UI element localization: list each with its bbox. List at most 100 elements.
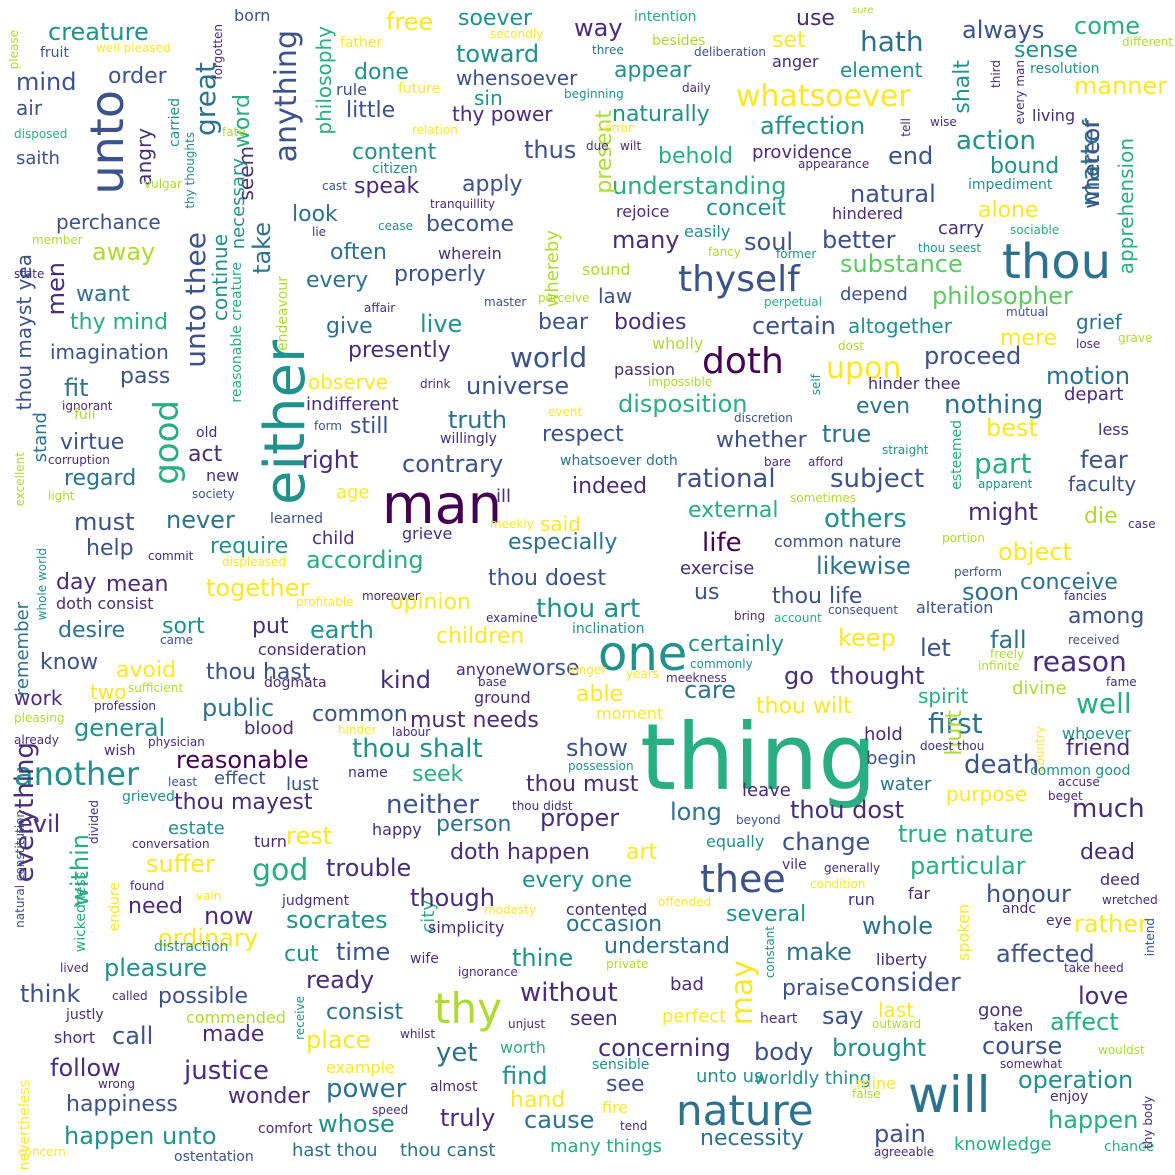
cloud-word: avoid (116, 658, 177, 683)
cloud-word: apprehension (1114, 138, 1138, 275)
cloud-word: whatsoever doth (560, 453, 678, 469)
cloud-word: seek (412, 762, 464, 787)
cloud-word: contrary (402, 450, 504, 478)
cloud-word: grieve (402, 524, 453, 543)
cloud-word: drink (420, 377, 451, 391)
cloud-word: event (548, 405, 583, 419)
cloud-word: either (253, 340, 318, 505)
cloud-word: become (426, 212, 515, 237)
cloud-word: natural constitution (13, 810, 27, 928)
cloud-word: action (956, 126, 1037, 156)
cloud-word: forgotten (211, 24, 225, 80)
cloud-word: wife (410, 951, 439, 967)
cloud-word: free (386, 8, 434, 36)
cloud-word: certainly (688, 632, 784, 657)
cloud-word: die (1084, 504, 1118, 529)
cloud-word: fall (990, 626, 1027, 654)
cloud-word: mine (856, 1074, 897, 1093)
cloud-word: blood (244, 718, 294, 739)
cloud-word: daily (682, 81, 711, 95)
cloud-word: make (786, 938, 852, 966)
cloud-word: hath (860, 25, 924, 58)
cloud-word: children (436, 624, 525, 649)
cloud-word: think (20, 980, 81, 1008)
cloud-word: common (312, 702, 408, 727)
cloud-word: bear (538, 310, 589, 335)
cloud-word: come (1074, 12, 1141, 40)
cloud-word: done (354, 60, 409, 85)
cloud-word: appear (614, 58, 692, 83)
cloud-word: seen (570, 1006, 618, 1030)
cloud-word: sound (582, 260, 631, 279)
cloud-word: end (888, 142, 934, 170)
cloud-word: profitable (296, 595, 354, 609)
cloud-word: person (436, 812, 512, 837)
cloud-word: indeed (572, 474, 648, 499)
cloud-word: condition (810, 877, 866, 891)
cloud-word: equally (706, 832, 765, 851)
cloud-word: apparent (978, 477, 1033, 491)
cloud-word: take (248, 222, 276, 274)
cloud-word: years (626, 667, 660, 681)
cloud-word: well pleased (96, 41, 171, 55)
cloud-word: somewhat (1000, 1057, 1063, 1071)
cloud-word: born (234, 6, 271, 25)
cloud-word: world (510, 341, 588, 374)
cloud-word: whole world (35, 548, 49, 621)
cloud-word: never (166, 506, 235, 534)
cloud-word: part (974, 447, 1032, 480)
cloud-word: will (908, 1066, 991, 1124)
cloud-word: state (14, 267, 45, 281)
cloud-word: carry (938, 218, 985, 239)
cloud-word: care (684, 676, 737, 704)
cloud-word: perform (954, 565, 1002, 579)
cloud-word: go (784, 662, 814, 690)
cloud-word: much (1072, 794, 1145, 824)
cloud-word: understand (604, 934, 730, 959)
cloud-word: presently (348, 338, 451, 363)
cloud-word: meekly (490, 517, 534, 531)
cloud-word: reasonable creature (229, 262, 245, 403)
cloud-word: behold (658, 144, 733, 169)
cloud-word: contented (566, 900, 648, 919)
cloud-word: far (908, 884, 931, 903)
cloud-word: life (702, 528, 742, 558)
cloud-word: easily (684, 222, 731, 241)
cloud-word: opinion (390, 590, 471, 615)
cloud-word: upon (826, 351, 902, 386)
cloud-word: receive (293, 996, 307, 1040)
cloud-word: thou dost (790, 796, 904, 824)
cloud-word: account (774, 611, 822, 625)
cloud-word: appearance (798, 157, 870, 171)
cloud-word: disposition (618, 390, 748, 418)
cloud-word: impediment (968, 177, 1053, 193)
cloud-word: commonly (690, 657, 753, 671)
cloud-word: father (340, 35, 383, 51)
cloud-word: happy (372, 820, 422, 839)
cloud-word: affair (364, 301, 396, 315)
cloud-word: ready (306, 966, 375, 994)
cloud-word: examine (486, 611, 538, 625)
cloud-word: public (202, 694, 275, 722)
cloud-word: three (592, 43, 624, 57)
cloud-word: received (1068, 633, 1120, 647)
cloud-word: show (566, 734, 629, 762)
cloud-word: turn (254, 832, 287, 851)
cloud-word: honour (986, 880, 1071, 908)
cloud-word: regard (64, 466, 137, 491)
cloud-word: toward (456, 40, 540, 68)
cloud-word: thought (830, 662, 925, 690)
cloud-word: many things (550, 1136, 663, 1157)
cloud-word: hast thou (292, 1140, 378, 1161)
cloud-word: comfort (258, 1121, 313, 1137)
cloud-word: possible (158, 984, 249, 1009)
cloud-word: thou art (536, 594, 641, 624)
cloud-word: every man (1013, 60, 1027, 125)
cloud-word: sometimes (790, 491, 857, 505)
cloud-word: proper (540, 804, 620, 832)
cloud-word: mean (106, 572, 169, 597)
cloud-word: apply (462, 172, 523, 197)
cloud-word: mere (1000, 326, 1058, 351)
cloud-word: understanding (612, 172, 787, 200)
cloud-word: tranquillity (430, 197, 495, 211)
